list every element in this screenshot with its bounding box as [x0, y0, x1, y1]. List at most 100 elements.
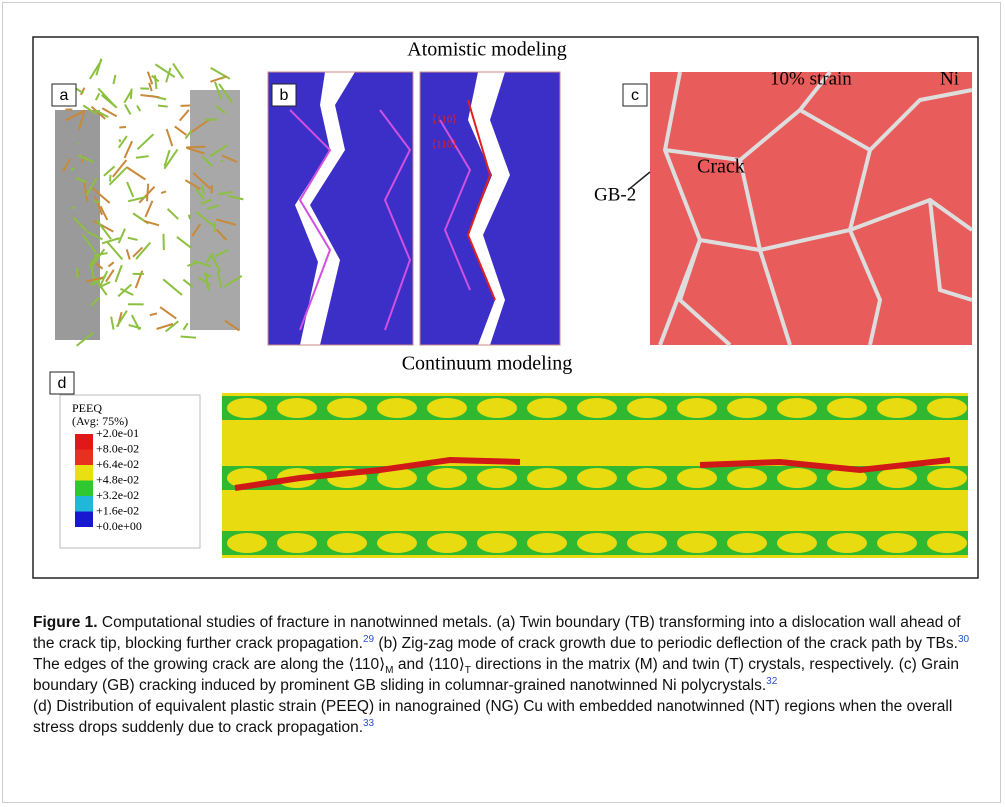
hole [727, 533, 767, 553]
dislocation [108, 262, 113, 266]
dislocation [155, 64, 174, 77]
hole [227, 398, 267, 418]
arrow [628, 172, 650, 190]
dislocation [147, 184, 148, 202]
dislocation [168, 209, 179, 219]
dislocation [140, 95, 159, 97]
legend-label: +1.6e-02 [96, 503, 139, 517]
hole [327, 533, 367, 553]
dislocation [107, 241, 122, 259]
hole [527, 533, 567, 553]
panel-c-image [650, 72, 972, 345]
hole [577, 533, 617, 553]
dislocation [211, 68, 230, 79]
hole [627, 398, 667, 418]
hole [627, 468, 667, 488]
subheading: Continuum modeling [402, 353, 573, 375]
dislocation [150, 314, 157, 316]
hole [527, 398, 567, 418]
direction-label: ⟨110⟩ [432, 114, 457, 126]
hole [477, 398, 517, 418]
legend-label: +0.0e+00 [96, 519, 142, 533]
reference: 29 [363, 634, 374, 645]
panel-d-image [222, 393, 968, 558]
caption-text: The edges of the growing crack are along… [33, 656, 385, 673]
hole [377, 398, 417, 418]
dislocation [180, 110, 189, 121]
dislocation [214, 222, 215, 233]
legend-swatch [75, 434, 93, 450]
dislocation [104, 166, 115, 175]
dislocation [145, 201, 152, 217]
legend-label: +3.2e-02 [96, 488, 139, 502]
caption-text: (d) Distribution of equivalent plastic s… [33, 698, 952, 736]
dislocation [116, 265, 122, 282]
dislocation [137, 105, 140, 111]
hole [727, 468, 767, 488]
dislocation [161, 191, 166, 193]
dislocation [175, 126, 187, 135]
direction-label: ⟨110⟩ [432, 139, 457, 151]
hole [927, 533, 967, 553]
dislocation [177, 237, 192, 248]
dislocation [125, 104, 131, 114]
legend-label: +4.8e-02 [96, 472, 139, 486]
strain-label: 10% strain [770, 68, 852, 89]
slab [190, 90, 240, 330]
caption: Figure 1. Computational studies of fract… [33, 612, 978, 738]
dislocation [163, 279, 182, 295]
dislocation [127, 249, 130, 259]
hole [877, 533, 917, 553]
hole [677, 398, 717, 418]
hole [777, 398, 817, 418]
hole [627, 533, 667, 553]
hole [877, 468, 917, 488]
hole [677, 533, 717, 553]
hole [477, 468, 517, 488]
hole [427, 468, 467, 488]
dislocation [158, 106, 168, 107]
dislocation [189, 215, 190, 219]
panel-label: b [280, 87, 289, 104]
dislocation [166, 68, 170, 82]
material-label: Ni [940, 68, 959, 89]
caption-text: (b) Zig-zag mode of crack growth due to … [374, 635, 958, 652]
dislocation [160, 307, 176, 319]
dislocation [181, 336, 196, 337]
panel-label: a [60, 87, 69, 104]
dislocation [102, 95, 117, 108]
hole [677, 468, 717, 488]
hole [877, 398, 917, 418]
panel-b-image [268, 72, 560, 345]
hole [577, 468, 617, 488]
dislocation [186, 147, 206, 148]
hole [927, 398, 967, 418]
caption-label: Figure 1. [33, 614, 98, 631]
legend-swatch [75, 512, 93, 528]
dislocation [148, 72, 152, 85]
dislocation [128, 197, 148, 202]
slab [55, 110, 100, 340]
dislocation [119, 229, 125, 243]
dislocation [137, 134, 153, 149]
hole [427, 533, 467, 553]
legend-swatch [75, 481, 93, 497]
dislocation [119, 127, 126, 128]
dislocation [94, 201, 100, 202]
hole [227, 533, 267, 553]
legend-title: PEEQ [72, 401, 102, 415]
figure: Atomistic modeling Continuum modeling a … [0, 0, 1005, 600]
hole [827, 533, 867, 553]
dislocation [111, 317, 113, 330]
hole [577, 398, 617, 418]
dislocation [155, 75, 156, 89]
hole [527, 468, 567, 488]
panel-label: c [631, 87, 639, 104]
reference: 30 [958, 634, 969, 645]
dislocation [127, 182, 133, 197]
hole [477, 533, 517, 553]
hole [277, 533, 317, 553]
dislocation [113, 75, 115, 84]
legend-label: +6.4e-02 [96, 457, 139, 471]
dislocation [90, 60, 102, 79]
